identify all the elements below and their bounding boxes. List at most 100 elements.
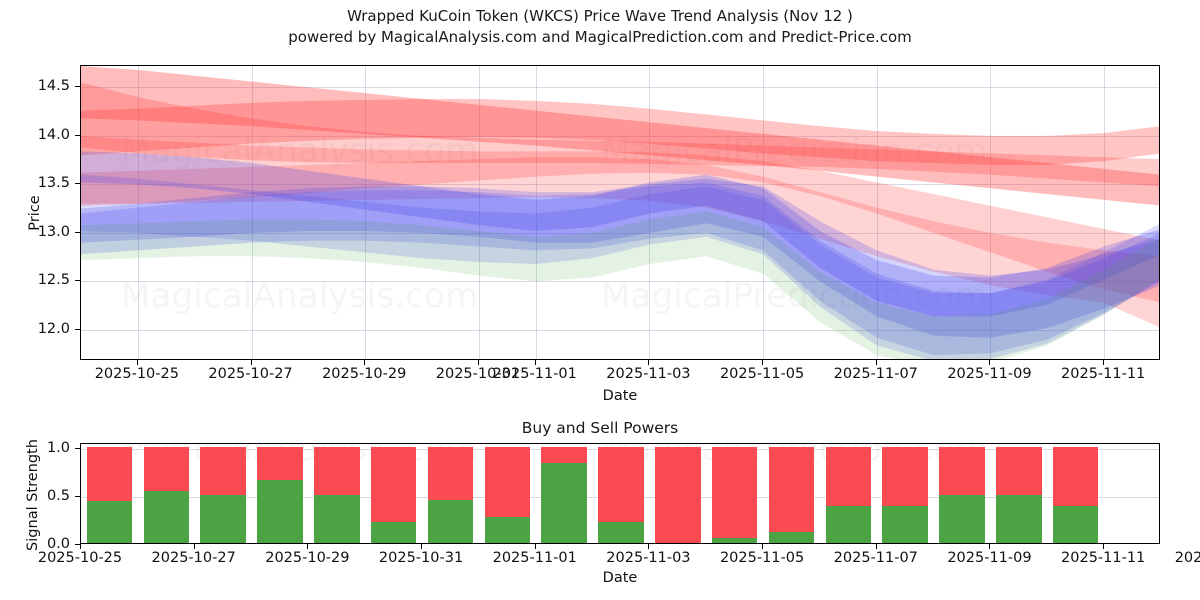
price-x-tick-mark: [250, 360, 252, 365]
buy-power-segment: [825, 506, 872, 543]
bar-column[interactable]: [86, 446, 133, 543]
buy-power-segment: [711, 538, 758, 543]
bar-column[interactable]: [257, 446, 303, 543]
buy-power-segment: [996, 494, 1042, 543]
sell-power-segment: [825, 446, 872, 507]
sell-power-segment: [655, 446, 701, 543]
price-y-tick-label: 14.0: [37, 126, 70, 143]
power-x-tick-mark: [875, 544, 877, 549]
price-x-tick-label: 2025-11-01: [492, 366, 577, 382]
gridline-vertical: [535, 66, 537, 359]
bar-column[interactable]: [427, 446, 474, 543]
power-x-tick-mark: [421, 544, 423, 549]
price-x-tick-label: 2025-11-07: [833, 366, 918, 382]
sell-power-segment: [370, 446, 417, 522]
power-x-tick-mark: [762, 544, 764, 549]
gridline-vertical: [1104, 66, 1106, 359]
bar-column[interactable]: [711, 446, 758, 543]
sell-power-segment: [314, 446, 360, 495]
power-x-tick-mark: [534, 544, 536, 549]
gridline-vertical: [478, 66, 480, 359]
sell-power-segment: [200, 446, 246, 495]
price-x-tick-label: 2025-10-29: [322, 366, 407, 382]
price-wave-chart: MagicalAnalysis.comMagicalPrediction.com…: [80, 65, 1160, 360]
bar-column[interactable]: [996, 446, 1042, 543]
buy-power-segment: [200, 494, 246, 543]
power-x-tick-label: 2025-11-01: [492, 550, 577, 566]
price-x-tick-label: 2025-11-09: [947, 366, 1032, 382]
power-x-tick-mark: [307, 544, 309, 549]
bar-column[interactable]: [484, 446, 531, 543]
buy-power-segment: [598, 521, 644, 543]
price-x-tick-mark: [364, 360, 366, 365]
buy-power-segment: [541, 463, 587, 543]
sell-power-segment: [427, 446, 474, 500]
price-y-tick-label: 12.0: [37, 320, 70, 337]
price-x-tick-mark: [477, 360, 479, 365]
power-x-tick-label: 2025-11-05: [719, 550, 805, 566]
buy-power-segment: [86, 500, 133, 543]
price-x-tick-mark: [136, 360, 138, 365]
price-x-tick-label: 2025-11-05: [719, 366, 805, 382]
buy-power-segment: [427, 499, 474, 543]
gridline-horizontal: [81, 135, 1159, 137]
bar-column[interactable]: [882, 446, 928, 543]
power-x-tick-mark: [1103, 544, 1105, 549]
power-x-axis: 2025-10-25 2025-10-27 2025-10-29 2025-10-31…: [0, 544, 1200, 584]
bar-column[interactable]: [200, 446, 246, 543]
power-x-tick-mark: [80, 544, 81, 549]
price-x-tick-label: 2025-11-03: [606, 366, 691, 382]
bar-column[interactable]: [1053, 446, 1099, 543]
gridline-horizontal: [81, 329, 1159, 331]
bar-column[interactable]: [143, 446, 189, 543]
price-x-tick-mark: [875, 360, 877, 365]
buy-power-segment: [939, 494, 985, 543]
power-x-tick-label: 2025-10-29: [265, 550, 350, 566]
power-x-tick-label: 2025-10-25: [37, 550, 123, 566]
price-y-axis-title: Price: [27, 195, 43, 231]
buy-power-segment: [484, 517, 531, 543]
price-x-tick-mark: [534, 360, 536, 365]
buy-power-segment: [257, 479, 303, 543]
bar-column[interactable]: [655, 446, 701, 543]
sell-power-segment: [882, 446, 928, 507]
wave-band-blue-band-4: [81, 174, 1159, 359]
power-plot-area: MagicalAnalysis.comMagicalPrediction.com: [80, 443, 1160, 544]
power-x-tick-label: 2025-11-03: [606, 550, 691, 566]
power-x-tick-mark: [648, 544, 650, 549]
price-x-tick-label: 2025-10-31: [435, 366, 521, 382]
sell-power-segment: [143, 446, 189, 492]
sell-power-segment: [541, 446, 587, 464]
bar-column[interactable]: [825, 446, 872, 543]
gridline-vertical: [251, 66, 253, 359]
price-x-axis-title: Date: [602, 388, 638, 404]
bar-column[interactable]: [541, 446, 587, 543]
bar-column[interactable]: [598, 446, 644, 543]
sell-power-segment: [939, 446, 985, 495]
price-x-tick-mark: [1103, 360, 1105, 365]
buy-power-segment: [370, 521, 417, 543]
bar-column[interactable]: [314, 446, 360, 543]
bar-column[interactable]: [768, 446, 815, 543]
power-x-tick-label: 2025-11-11: [1061, 550, 1146, 566]
gridline-horizontal: [81, 184, 1159, 186]
title-line-2: powered by MagicalAnalysis.com and Magic…: [288, 28, 912, 46]
buy-power-segment: [768, 532, 815, 543]
price-x-tick-mark: [648, 360, 650, 365]
gridline-horizontal: [81, 281, 1159, 283]
bar-column[interactable]: [939, 446, 985, 543]
price-wave-bands: [81, 66, 1159, 359]
power-x-tick-label: 2025-11-13: [1174, 550, 1200, 566]
power-x-tick-label: 2025-10-27: [151, 550, 236, 566]
price-x-tick-label: 2025-11-11: [1061, 366, 1146, 382]
price-y-tick-label: 12.5: [37, 272, 70, 289]
sell-power-segment: [598, 446, 644, 522]
wave-band-blue-band-3: [81, 182, 1159, 356]
bar-column[interactable]: [370, 446, 417, 543]
price-y-tick-label: 14.5: [37, 78, 70, 95]
wave-band-green-band-1: [81, 211, 1159, 359]
wave-band-blue-band-1: [81, 178, 1159, 338]
gridline-horizontal: [81, 87, 1159, 89]
buy-power-segment: [143, 491, 189, 543]
price-x-axis: 2025-10-25 2025-10-27 2025-10-29 2025-10-31…: [0, 360, 1200, 400]
